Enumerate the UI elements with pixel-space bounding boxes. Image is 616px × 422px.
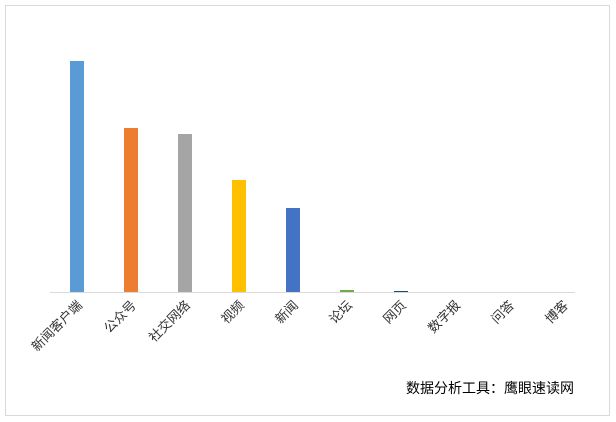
bar [394, 291, 408, 292]
bar [232, 180, 246, 292]
bar [286, 208, 300, 292]
chart-frame [5, 5, 610, 416]
bar [70, 61, 84, 292]
bar [340, 290, 354, 292]
source-note: 数据分析工具：鹰眼速读网 [406, 380, 574, 397]
bar [178, 134, 192, 292]
bar [124, 128, 138, 292]
